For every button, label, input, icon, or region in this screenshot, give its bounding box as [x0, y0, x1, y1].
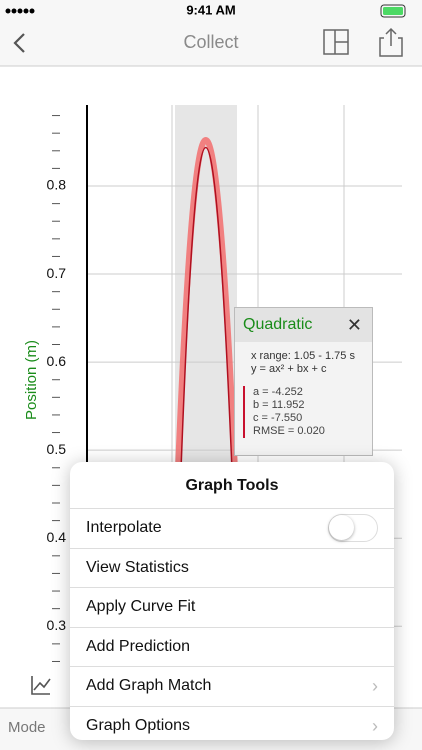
- back-button[interactable]: [13, 33, 25, 53]
- graph-tools-popover: Graph Tools Interpolate View Statistics Ap…: [70, 462, 394, 740]
- fit-params: a = -4.252 b = 11.952 c = -7.550 RMSE = 0.0…: [243, 386, 372, 438]
- y-tick-label: 0.5: [47, 441, 67, 457]
- popover-title: Graph Tools: [70, 462, 394, 509]
- data-curve: [175, 137, 238, 471]
- menu-item[interactable]: Add Prediction: [70, 628, 394, 667]
- y-tick-label: 0.3: [47, 617, 67, 633]
- y-axis-label: Position (m): [23, 340, 40, 420]
- menu-label: Interpolate: [86, 519, 162, 536]
- curve-fit-box[interactable]: Quadratic ✕ x range: 1.05 - 1.75 s y = ax…: [234, 307, 373, 456]
- chevron: ›: [372, 715, 378, 736]
- fit-body: x range: 1.05 - 1.75 s y = ax² + bx + c …: [235, 342, 372, 438]
- nav-title: Collect: [183, 32, 238, 52]
- fit-header: Quadratic ✕: [235, 308, 372, 342]
- menu: Interpolate View Statistics Apply Curve Fi…: [70, 509, 394, 740]
- signal: [5, 8, 35, 14]
- layout-button[interactable]: [323, 29, 349, 55]
- toggle[interactable]: [328, 514, 378, 542]
- fit-title: Quadratic: [243, 316, 313, 333]
- menu-label: Apply Curve Fit: [86, 598, 196, 615]
- menu-item[interactable]: Add Graph Match ›: [70, 667, 394, 707]
- menu-item[interactable]: Graph Options ›: [70, 707, 394, 741]
- fit-curve: [180, 146, 233, 471]
- fit-equation: y = ax² + bx + c: [251, 363, 327, 375]
- y-tick-label: 0.8: [47, 177, 67, 193]
- battery: [380, 4, 406, 18]
- fit-param: RMSE = 0.020: [253, 425, 325, 437]
- battery-level: [383, 7, 403, 15]
- fit-param: c = -7.550: [253, 412, 303, 424]
- top-bar: [0, 0, 422, 66]
- menu-label: Add Prediction: [86, 637, 191, 655]
- menu-label: Graph Options: [86, 716, 191, 734]
- menu-item[interactable]: Apply Curve Fit: [70, 588, 394, 628]
- y-tick-label: 0.7: [47, 265, 67, 281]
- chevron: ›: [372, 676, 378, 696]
- menu-label: View Statistics: [86, 558, 189, 576]
- fit-param: a = -4.252: [253, 386, 303, 398]
- menu-item[interactable]: Interpolate: [70, 509, 394, 549]
- y-tick-label: 0.6: [47, 353, 67, 369]
- share-button[interactable]: [379, 27, 403, 57]
- y-tick-label: 0.4: [47, 529, 67, 545]
- mode-button[interactable]: Mode: [8, 719, 46, 736]
- fit-x-range: x range: 1.05 - 1.75 s: [251, 350, 355, 362]
- menu-label: Add Graph Match: [86, 677, 212, 694]
- status-time: 9:41 AM: [186, 2, 235, 17]
- graph-tools-button[interactable]: [31, 676, 51, 695]
- close-fit[interactable]: ✕: [346, 315, 362, 335]
- fit-param: b = 11.952: [253, 399, 305, 411]
- menu-item[interactable]: View Statistics: [70, 549, 394, 588]
